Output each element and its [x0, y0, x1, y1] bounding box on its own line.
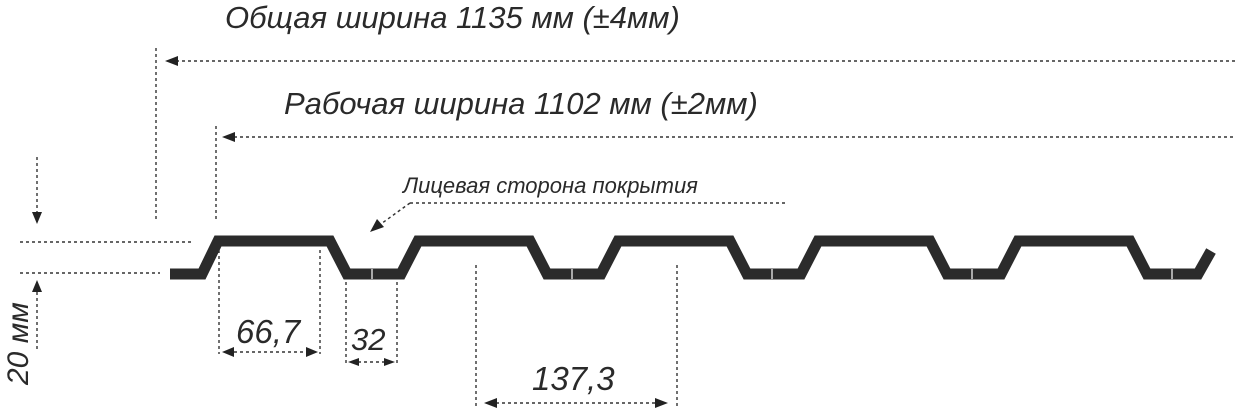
- profile-joints: [371, 269, 1173, 279]
- total-width-arrow: [165, 56, 178, 66]
- height-top-arrow: [32, 212, 42, 224]
- total-width-label: Общая ширина 1135 мм (±4мм): [225, 0, 680, 35]
- height-bottom-arrow: [32, 280, 42, 292]
- bottom-flat-arrow-right: [384, 358, 395, 366]
- top-flat-label: 66,7: [236, 313, 302, 350]
- face-side-label: Лицевая сторона покрытия: [401, 173, 698, 198]
- pitch-label: 137,3: [532, 360, 615, 397]
- trapezoidal-profile: [170, 235, 1216, 280]
- bottom-flat-label: 32: [351, 322, 385, 357]
- pitch-arrow-left: [484, 398, 497, 408]
- working-width-arrow: [222, 132, 235, 142]
- pitch-arrow-right: [655, 398, 668, 408]
- top-flat-arrow-left: [222, 347, 234, 357]
- working-width-label: Рабочая ширина 1102 мм (±2мм): [284, 86, 758, 121]
- face-side-arrow: [370, 219, 384, 232]
- bottom-flat-arrow-left: [348, 358, 359, 366]
- top-flat-arrow-right: [306, 347, 318, 357]
- face-side-leader: [377, 202, 411, 227]
- height-label: 20 мм: [2, 302, 35, 386]
